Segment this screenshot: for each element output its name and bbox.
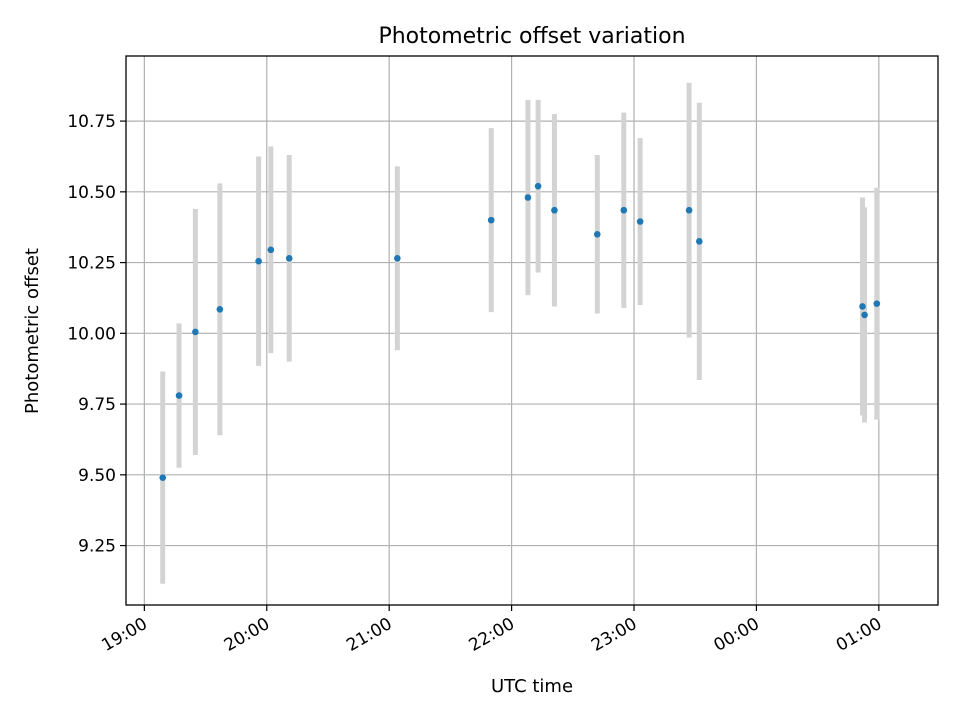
y-tick-label: 9.50 <box>78 466 116 486</box>
data-point <box>695 238 703 245</box>
data-point <box>159 474 167 481</box>
data-point <box>859 303 866 310</box>
x-axis-ticks: 19:00 20:00 21:00 22:00 23:00 00:00 01:00 <box>98 605 885 656</box>
y-tick-label: 10.25 <box>67 254 116 274</box>
data-points <box>159 182 881 481</box>
x-axis-label: UTC time <box>491 676 573 697</box>
x-tick-label: 22:00 <box>466 614 518 656</box>
x-tick-label: 23:00 <box>588 614 640 656</box>
data-point <box>524 194 532 201</box>
data-point <box>534 182 542 190</box>
x-tick-label: 20:00 <box>221 614 273 656</box>
chart-title: Photometric offset variation <box>378 24 685 49</box>
plot-frame <box>125 55 939 606</box>
grid <box>126 56 938 605</box>
data-point <box>394 255 401 262</box>
y-tick-label: 9.75 <box>78 395 116 415</box>
x-tick-label: 21:00 <box>343 614 395 656</box>
data-point <box>255 257 262 265</box>
data-point <box>620 206 628 214</box>
data-point <box>636 218 644 225</box>
x-tick-label: 00:00 <box>710 614 762 656</box>
y-tick-label: 9.25 <box>78 537 116 557</box>
data-point <box>192 328 199 336</box>
y-axis-label: Photometric offset <box>22 248 43 414</box>
data-point <box>551 206 558 214</box>
data-point <box>285 255 293 262</box>
data-point <box>175 392 183 399</box>
data-point <box>593 230 601 238</box>
data-point <box>873 300 881 307</box>
data-point <box>685 206 693 214</box>
y-tick-label: 10.50 <box>67 183 116 203</box>
x-tick-label: 01:00 <box>833 614 885 656</box>
x-tick-label: 19:00 <box>98 614 150 656</box>
data-point <box>487 216 495 224</box>
data-point <box>267 246 275 254</box>
data-point <box>861 311 868 319</box>
data-point <box>216 305 224 313</box>
y-tick-label: 10.75 <box>67 112 116 132</box>
y-axis-ticks: 9.25 9.50 9.75 10.00 10.25 10.50 10.75 <box>67 112 126 557</box>
y-tick-label: 10.00 <box>67 324 116 344</box>
